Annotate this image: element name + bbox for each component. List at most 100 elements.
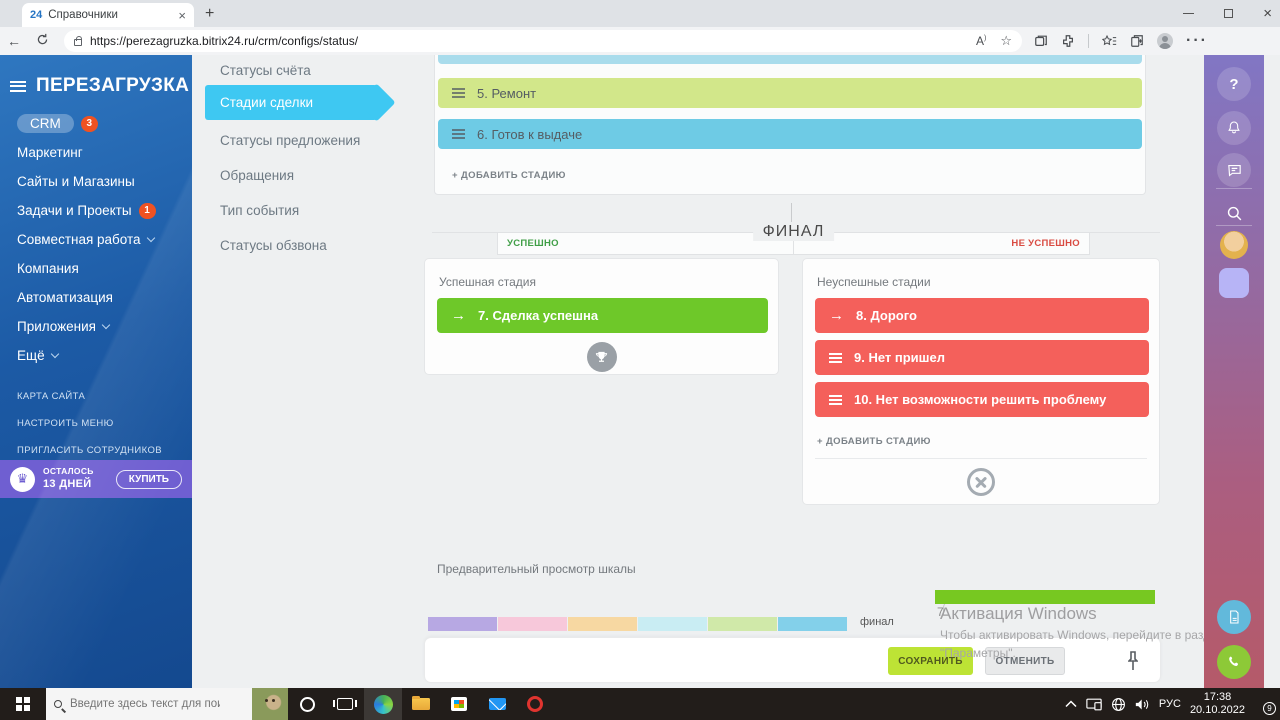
- crown-icon: ♛: [10, 466, 35, 492]
- stage-bar-5[interactable]: 5. Ремонт: [438, 78, 1142, 108]
- sidebar-item-marketing[interactable]: Маркетинг: [17, 145, 83, 160]
- hamburger-menu-icon[interactable]: [10, 80, 26, 92]
- notifications-button[interactable]: [1217, 111, 1251, 145]
- rail-divider: [1216, 188, 1252, 189]
- stage-bar-4-partial[interactable]: [438, 55, 1142, 64]
- submenu-invoice-statuses[interactable]: Статусы счёта: [220, 63, 311, 78]
- pin-icon[interactable]: [1128, 651, 1138, 671]
- edge-taskbar-button[interactable]: [364, 688, 402, 720]
- volume-icon[interactable]: [1135, 698, 1150, 711]
- network-globe-icon[interactable]: [1111, 697, 1126, 712]
- scale-segment-4: [638, 617, 707, 631]
- submenu-call-statuses[interactable]: Статусы обзвона: [220, 238, 327, 253]
- browser-menu-icon[interactable]: ···: [1186, 32, 1208, 49]
- lock-icon: [74, 36, 82, 46]
- start-button[interactable]: [0, 688, 46, 720]
- file-explorer-button[interactable]: [402, 688, 440, 720]
- cast-screen-icon[interactable]: [1086, 698, 1102, 711]
- fail-panel: Неуспешные стадии → 8. Дорого 9. Нет при…: [802, 258, 1160, 505]
- submenu-deal-stages[interactable]: Стадии сделки: [205, 85, 377, 120]
- configure-menu-link[interactable]: НАСТРОИТЬ МЕНЮ: [17, 418, 114, 429]
- portal-logo: ПЕРЕЗАГРУЗКА: [36, 75, 190, 96]
- language-indicator[interactable]: РУС: [1158, 698, 1181, 710]
- stage-bar-7[interactable]: → 7. Сделка успешна: [437, 298, 768, 333]
- submenu-inquiries[interactable]: Обращения: [220, 168, 295, 183]
- sitemap-link[interactable]: КАРТА САЙТА: [17, 391, 86, 402]
- crm-badge: 3: [80, 115, 98, 132]
- sidebar-item-apps[interactable]: Приложения: [17, 312, 192, 341]
- success-panel: Успешная стадия → 7. Сделка успешна: [424, 258, 779, 375]
- extensions-icon[interactable]: [1061, 34, 1075, 48]
- favorite-star-icon[interactable]: ☆: [1000, 33, 1012, 48]
- task-view-button[interactable]: [326, 688, 364, 720]
- sidebar-item-more[interactable]: Ещё: [17, 341, 192, 370]
- back-button[interactable]: ←: [7, 33, 21, 49]
- ms-store-button[interactable]: [440, 688, 478, 720]
- sidebar-item-sites[interactable]: Сайты и Магазины: [17, 174, 135, 189]
- submenu-event-type[interactable]: Тип события: [220, 203, 300, 218]
- workspaces-icon[interactable]: [1034, 34, 1048, 48]
- collections-icon[interactable]: [1130, 34, 1144, 48]
- mobile-app-button[interactable]: [1217, 600, 1251, 634]
- bitrix24-favicon: 24: [30, 9, 43, 21]
- browser-tab[interactable]: 24 Справочники ×: [22, 3, 194, 27]
- stage-bar-8[interactable]: → 8. Дорого: [815, 298, 1149, 333]
- search-button[interactable]: [1217, 196, 1251, 230]
- mail-button[interactable]: [478, 688, 516, 720]
- widget-avatar-placeholder[interactable]: [1219, 268, 1249, 298]
- add-stage-link[interactable]: + ДОБАВИТЬ СТАДИЮ: [817, 436, 931, 447]
- drag-handle-icon[interactable]: [829, 352, 842, 363]
- stage-bar-6[interactable]: 6. Готов к выдаче: [438, 119, 1142, 149]
- action-center-button[interactable]: 9: [1254, 696, 1276, 715]
- opera-button[interactable]: [516, 688, 554, 720]
- browser-profile-avatar[interactable]: [1157, 33, 1173, 49]
- user-avatar[interactable]: [1220, 231, 1248, 259]
- telephony-button[interactable]: [1217, 645, 1251, 679]
- tab-success[interactable]: УСПЕШНО: [507, 238, 559, 249]
- arrow-right-icon: →: [829, 307, 844, 324]
- tab-close-icon[interactable]: ×: [178, 7, 186, 23]
- sidebar-item-collaboration[interactable]: Совместная работа: [17, 225, 192, 254]
- save-button[interactable]: СОХРАНИТЬ: [888, 647, 973, 675]
- circle-x-icon: [967, 468, 995, 496]
- new-tab-button[interactable]: +: [205, 5, 215, 22]
- taskbar-search[interactable]: [46, 688, 288, 720]
- url-input[interactable]: [90, 34, 968, 48]
- tray-expand-icon[interactable]: [1065, 700, 1077, 708]
- main-sidebar: ПЕРЕЗАГРУЗКА 24 CRM 3 Маркетинг Сайты и …: [0, 55, 192, 688]
- favorites-bar-icon[interactable]: [1102, 34, 1117, 48]
- refresh-button[interactable]: [28, 33, 56, 49]
- search-highlight-image[interactable]: [252, 688, 288, 720]
- tab-title: Справочники: [48, 9, 118, 21]
- drag-handle-icon[interactable]: [452, 129, 465, 139]
- taskbar-search-input[interactable]: [70, 698, 220, 710]
- cortana-button[interactable]: [288, 688, 326, 720]
- rail-divider: [1216, 225, 1252, 226]
- drag-handle-icon[interactable]: [829, 394, 842, 405]
- sidebar-item-crm[interactable]: CRM 3: [17, 109, 192, 138]
- help-button[interactable]: ?: [1217, 67, 1251, 101]
- drag-handle-icon[interactable]: [452, 88, 465, 98]
- sidebar-item-automation[interactable]: Автоматизация: [17, 290, 113, 305]
- window-minimize-button[interactable]: [1183, 12, 1195, 15]
- window-restore-button[interactable]: [1224, 9, 1234, 18]
- read-aloud-icon[interactable]: A): [975, 34, 987, 48]
- panel-divider: [815, 458, 1147, 459]
- buy-button[interactable]: КУПИТЬ: [115, 469, 182, 489]
- scale-segment-5: [708, 617, 777, 631]
- submenu-quote-statuses[interactable]: Статусы предложения: [220, 133, 361, 148]
- cancel-button[interactable]: ОТМЕНИТЬ: [985, 647, 1065, 675]
- sidebar-item-company[interactable]: Компания: [17, 261, 79, 276]
- preview-final-label: финал: [860, 616, 894, 628]
- tab-fail[interactable]: НЕ УСПЕШНО: [793, 233, 1089, 254]
- stage-bar-9[interactable]: 9. Нет пришел: [815, 340, 1149, 375]
- taskbar-clock[interactable]: 17:38 20.10.2022: [1189, 691, 1245, 716]
- sidebar-item-tasks[interactable]: Задачи и Проекты 1: [17, 196, 192, 225]
- window-close-button[interactable]: ×: [1263, 5, 1272, 22]
- stage-bar-10[interactable]: 10. Нет возможности решить проблему: [815, 382, 1149, 417]
- trophy-icon: [586, 342, 617, 372]
- address-bar[interactable]: A) ☆: [64, 30, 1022, 52]
- add-stage-link[interactable]: + ДОБАВИТЬ СТАДИЮ: [452, 170, 566, 181]
- invite-employees-link[interactable]: ПРИГЛАСИТЬ СОТРУДНИКОВ: [17, 445, 162, 456]
- chat-button[interactable]: [1217, 153, 1251, 187]
